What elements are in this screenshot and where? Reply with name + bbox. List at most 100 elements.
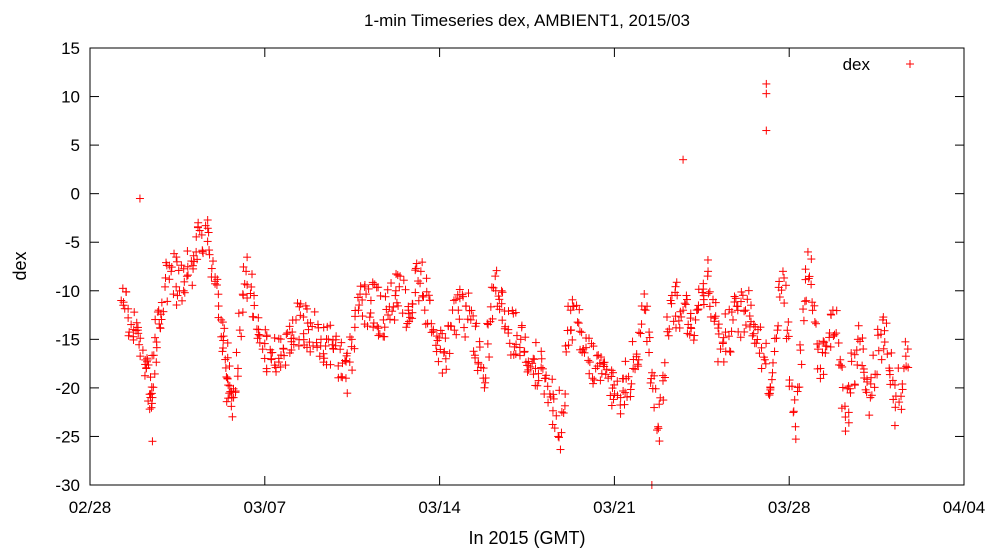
data-point: [455, 285, 464, 294]
data-point: [803, 247, 812, 256]
data-point: [807, 280, 816, 289]
data-point: [523, 367, 532, 376]
data-point: [672, 278, 681, 287]
data-point: [766, 383, 775, 392]
data-point: [404, 309, 413, 318]
data-point: [429, 327, 438, 336]
data-point: [564, 341, 573, 350]
data-point: [163, 297, 172, 306]
data-point: [161, 282, 170, 291]
data-point: [621, 357, 630, 366]
data-point: [681, 300, 690, 309]
data-point: [231, 387, 240, 396]
data-point: [411, 264, 420, 273]
data-point: [167, 267, 176, 276]
data-point: [179, 286, 188, 295]
data-point: [319, 323, 328, 332]
data-point: [462, 302, 471, 311]
data-point: [609, 395, 618, 404]
data-point: [515, 351, 524, 360]
data-point: [512, 331, 521, 340]
data-point: [530, 355, 539, 364]
data-point: [306, 318, 315, 327]
data-point: [292, 315, 301, 324]
data-point: [797, 360, 806, 369]
data-point-outlier: [135, 194, 144, 203]
data-point: [784, 318, 793, 327]
data-point: [486, 302, 495, 311]
data-point: [706, 312, 715, 321]
data-point: [793, 387, 802, 396]
data-point: [179, 264, 188, 273]
data-point: [838, 383, 847, 392]
data-point: [895, 398, 904, 407]
data-point: [862, 388, 871, 397]
data-point: [351, 312, 360, 321]
data-point: [337, 372, 346, 381]
data-point: [197, 230, 206, 239]
data-point: [165, 275, 174, 284]
data-point: [549, 394, 558, 403]
data-point: [770, 347, 779, 356]
data-point: [150, 333, 159, 342]
data-point: [524, 357, 533, 366]
data-point: [262, 331, 271, 340]
data-point: [903, 345, 912, 354]
data-point: [247, 282, 256, 291]
data-point: [784, 332, 793, 341]
data-point: [826, 342, 835, 351]
data-point: [650, 371, 659, 380]
data-point: [243, 280, 252, 289]
data-point: [364, 284, 373, 293]
data-point: [341, 356, 350, 365]
data-point: [149, 351, 158, 360]
data-point: [134, 329, 143, 338]
x-axis-label: In 2015 (GMT): [468, 528, 585, 548]
data-point: [183, 262, 192, 271]
data-point: [804, 274, 813, 283]
y-tick-label: 10: [61, 88, 80, 107]
data-point: [154, 306, 163, 315]
data-point: [557, 428, 566, 437]
data-point: [505, 339, 514, 348]
data-point: [897, 392, 906, 401]
data-point: [172, 257, 181, 266]
data-point: [846, 388, 855, 397]
data-point: [140, 371, 149, 380]
data-point: [819, 370, 828, 379]
data-point: [834, 338, 843, 347]
data-point: [704, 289, 713, 298]
data-point: [677, 312, 686, 321]
data-point: [767, 375, 776, 384]
data-point: [281, 361, 290, 370]
data-point: [544, 398, 553, 407]
data-point: [328, 340, 337, 349]
data-point: [711, 312, 720, 321]
data-point: [144, 360, 153, 369]
data-point: [157, 315, 166, 324]
data-point: [789, 408, 798, 417]
data-point: [203, 237, 212, 246]
data-point: [396, 272, 405, 281]
data-point: [516, 335, 525, 344]
data-point: [741, 321, 750, 330]
data-point: [169, 290, 178, 299]
data-point: [152, 343, 161, 352]
data-point: [585, 358, 594, 367]
data-point: [529, 370, 538, 379]
data-point: [726, 347, 735, 356]
data-point: [557, 407, 566, 416]
data-point: [757, 343, 766, 352]
data-point: [355, 301, 364, 310]
data-point: [866, 379, 875, 388]
data-point: [777, 286, 786, 295]
data-point: [440, 347, 449, 356]
data-point: [280, 351, 289, 360]
data-point: [458, 292, 467, 301]
data-point: [422, 274, 431, 283]
plot-frame: [89, 47, 965, 486]
data-point: [885, 370, 894, 379]
data-point: [124, 331, 133, 340]
data-point: [347, 335, 356, 344]
data-point: [270, 333, 279, 342]
